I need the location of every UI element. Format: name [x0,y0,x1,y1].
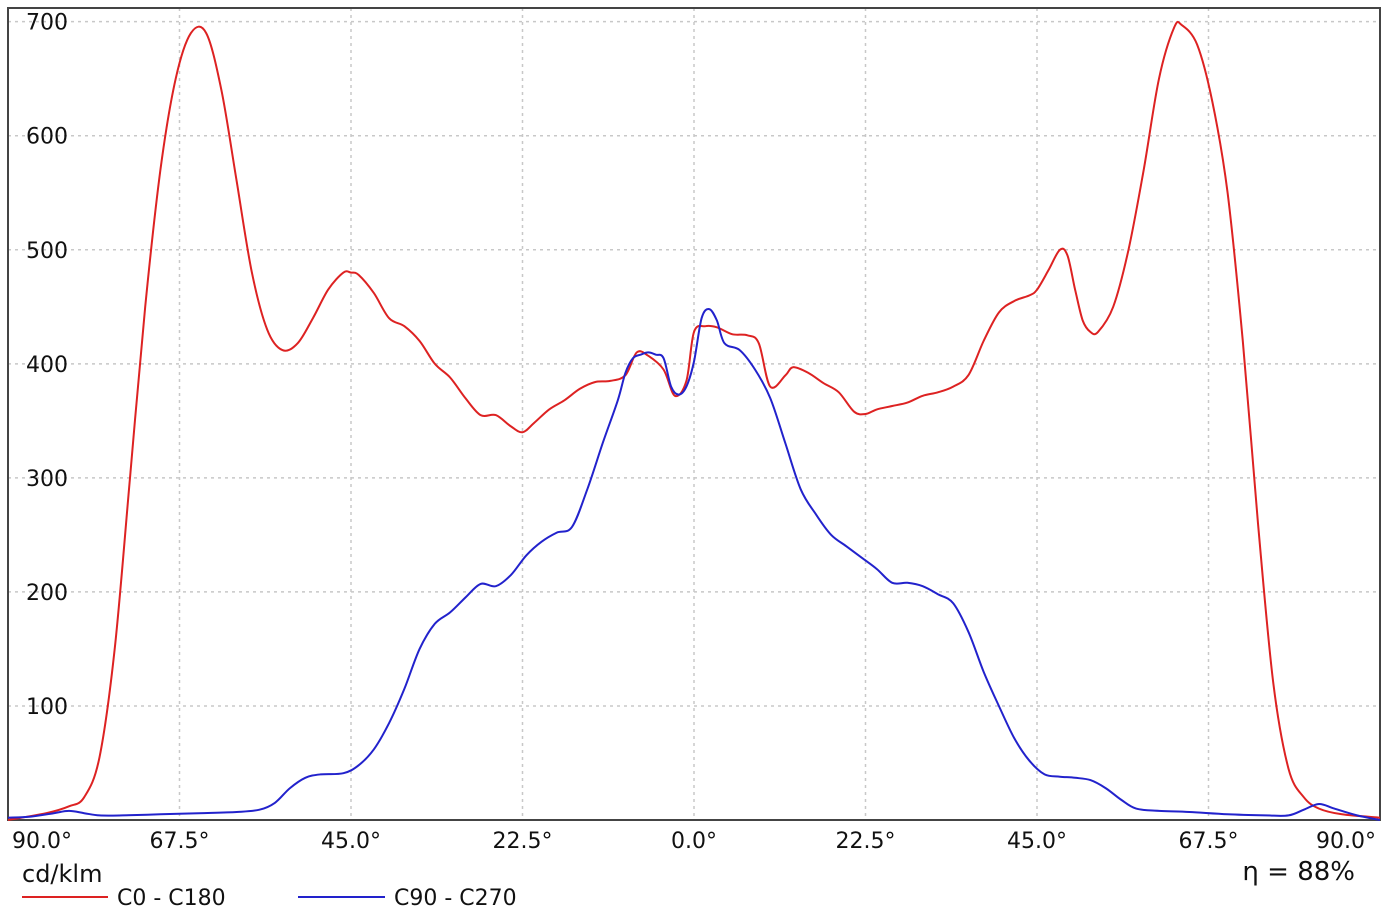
x-tick-label: 90.0° [1316,829,1376,854]
y-tick-label: 100 [26,695,68,720]
y-unit-label: cd/klm [22,860,102,888]
y-tick-label: 400 [26,353,68,378]
y-tick-label: 300 [26,467,68,492]
legend: C0 - C180 C90 - C270 [22,886,517,911]
y-tick-label: 200 [26,581,68,606]
y-tick-label: 700 [26,11,68,36]
series-line-c90-c270 [7,308,1381,821]
x-tick-label: 22.5° [493,829,553,854]
x-tick-label: 67.5° [150,829,210,854]
x-tick-label: 0.0° [671,829,717,854]
y-tick-labels: 100 200 300 400 500 600 700 [26,11,68,720]
legend-label-c0-c180: C0 - C180 [117,886,226,911]
series-line-c0-c180 [7,20,1381,821]
x-tick-labels: 90.0° 67.5° 45.0° 22.5° 0.0° 22.5° 45.0° 67.5° 9… [12,829,1376,854]
plot-frame [7,7,1381,821]
efficiency-label: η = 88% [1242,857,1355,887]
x-tick-label: 90.0° [12,829,72,854]
legend-label-c90-c270: C90 - C270 [394,886,517,911]
gridlines [8,8,1380,820]
x-tick-label: 22.5° [836,829,896,854]
x-tick-label: 67.5° [1179,829,1239,854]
series-layer [7,20,1381,821]
x-tick-label: 45.0° [321,829,381,854]
x-tick-label: 45.0° [1007,829,1067,854]
y-tick-label: 500 [26,239,68,264]
y-tick-label: 600 [26,125,68,150]
